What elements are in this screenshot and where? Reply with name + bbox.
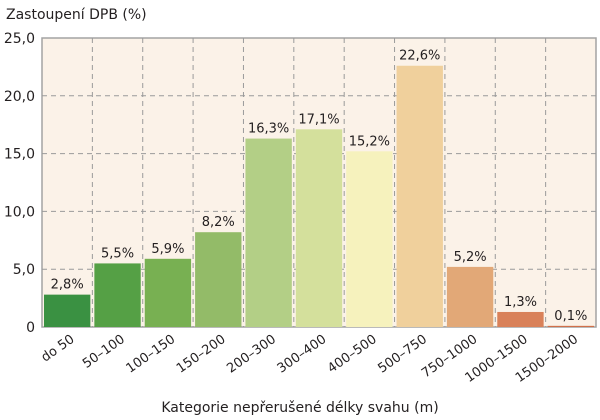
y-tick-label: 10,0 <box>4 204 35 220</box>
x-tick-label: 200–300 <box>224 332 279 376</box>
y-tick-label: 5,0 <box>13 262 35 278</box>
x-tick-label: 50–100 <box>80 332 128 372</box>
y-axis-ticks: 0 5,0 10,0 15,0 20,0 25,0 <box>4 31 35 336</box>
y-tick-label: 25,0 <box>4 31 35 47</box>
bar <box>245 138 292 327</box>
bar <box>295 129 343 327</box>
data-label: 1,3% <box>504 295 537 310</box>
data-label: 8,2% <box>202 215 235 230</box>
y-axis-title: Zastoupení DPB (%) <box>6 7 147 23</box>
data-label: 2,8% <box>51 278 84 293</box>
x-tick-label: 400–500 <box>325 332 380 376</box>
data-label: 22,6% <box>399 49 440 64</box>
x-tick-label: do 50 <box>39 332 78 365</box>
data-label: 17,1% <box>298 112 339 127</box>
x-tick-label: 100–150 <box>124 332 179 376</box>
bar <box>346 151 393 327</box>
bar <box>446 266 494 327</box>
data-label: 5,5% <box>101 246 134 261</box>
bar <box>396 65 443 327</box>
data-label: 0,1% <box>554 309 587 324</box>
y-tick-label: 15,0 <box>4 147 35 163</box>
bar <box>195 232 242 327</box>
bar <box>144 258 192 327</box>
bar <box>44 294 91 327</box>
y-tick-label: 0 <box>26 320 35 336</box>
x-axis-title: Kategorie nepřerušené délky svahu (m) <box>161 400 438 416</box>
bar <box>547 325 594 327</box>
bars: 2,8% 5,5% 5,9% 8,2% 16,3% 17,1% 15,2% 22,6% 5,2%… <box>44 49 594 327</box>
x-axis-ticks: do 50 50–100100–150150–200200–300300–4004… <box>39 332 581 386</box>
data-label: 15,2% <box>349 134 390 149</box>
data-label: 16,3% <box>248 122 289 137</box>
y-tick-label: 20,0 <box>4 89 35 105</box>
x-tick-label: 150–200 <box>174 332 229 376</box>
data-label: 5,2% <box>454 250 487 265</box>
bar <box>497 311 544 327</box>
x-tick-label: 300–400 <box>275 332 330 376</box>
bar <box>94 263 141 327</box>
data-label: 5,9% <box>151 242 184 257</box>
